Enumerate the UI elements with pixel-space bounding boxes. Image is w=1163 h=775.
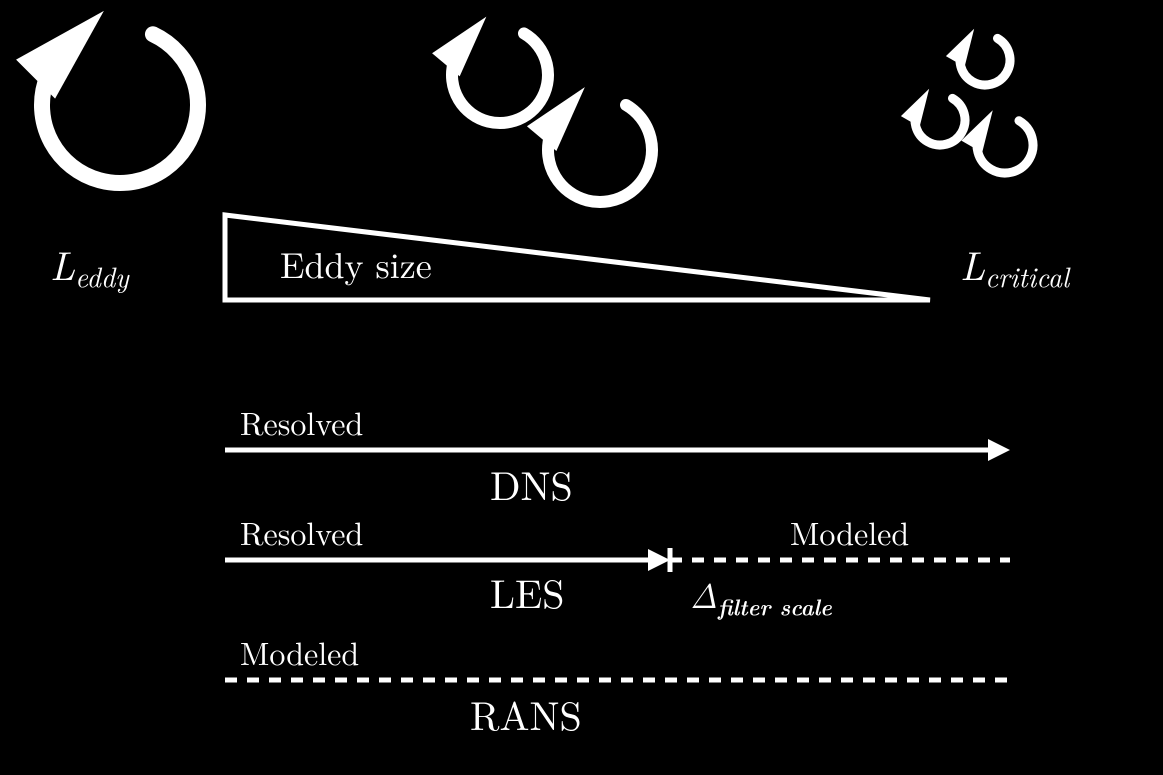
les-name: LES <box>490 563 564 620</box>
les-modeled-label: Modeled <box>790 510 909 555</box>
les-resolved-label: Resolved <box>240 510 363 555</box>
eddy-size-label: Eddy size <box>280 238 432 289</box>
dns-name: DNS <box>490 455 573 512</box>
rans-modeled-label: Modeled <box>240 630 359 675</box>
dns-resolved-label: Resolved <box>240 400 363 445</box>
turbulence-diagram: Eddy sizeLeddyLcriticalResolvedDNSResolv… <box>0 0 1163 775</box>
rans-name: RANS <box>470 685 582 742</box>
